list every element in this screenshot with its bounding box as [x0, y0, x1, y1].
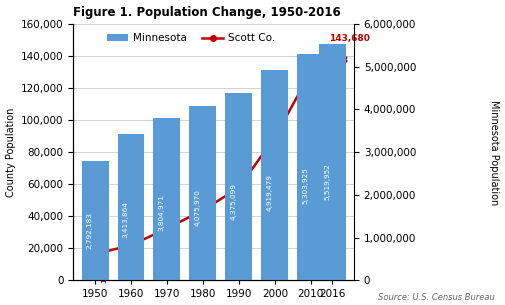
Text: 16,486: 16,486 — [101, 254, 107, 283]
Text: 4,375,099: 4,375,099 — [230, 183, 236, 220]
Text: 3,804,971: 3,804,971 — [159, 194, 165, 231]
Legend: Minnesota, Scott Co.: Minnesota, Scott Co. — [103, 29, 280, 48]
Bar — [262, 70, 288, 280]
Text: 129,928: 129,928 — [307, 56, 348, 65]
Y-axis label: County Population: County Population — [6, 107, 16, 197]
Text: 32,423: 32,423 — [173, 243, 179, 271]
Text: 2,792,183: 2,792,183 — [87, 212, 92, 249]
Text: 43,784: 43,784 — [209, 235, 215, 263]
Bar — [319, 45, 346, 280]
Text: 3,413,864: 3,413,864 — [123, 201, 129, 238]
Bar — [118, 135, 144, 280]
Text: 21,909: 21,909 — [137, 251, 143, 278]
Bar — [189, 106, 217, 280]
Y-axis label: Minnesota Population: Minnesota Population — [489, 99, 499, 205]
Bar — [225, 93, 252, 280]
Text: 89,498: 89,498 — [281, 202, 287, 230]
Text: Source: U.S. Census Bureau: Source: U.S. Census Bureau — [378, 293, 495, 302]
Text: 5,303,925: 5,303,925 — [302, 167, 309, 204]
Bar — [154, 118, 180, 280]
Bar — [81, 161, 109, 280]
Text: 57,846: 57,846 — [245, 224, 251, 253]
Text: 5,519,952: 5,519,952 — [324, 163, 330, 200]
Text: Figure 1. Population Change, 1950-2016: Figure 1. Population Change, 1950-2016 — [73, 5, 341, 19]
Bar — [297, 54, 324, 280]
Text: 143,680: 143,680 — [329, 34, 370, 43]
Text: 4,919,479: 4,919,479 — [267, 174, 273, 210]
Text: 4,075,970: 4,075,970 — [194, 189, 200, 226]
